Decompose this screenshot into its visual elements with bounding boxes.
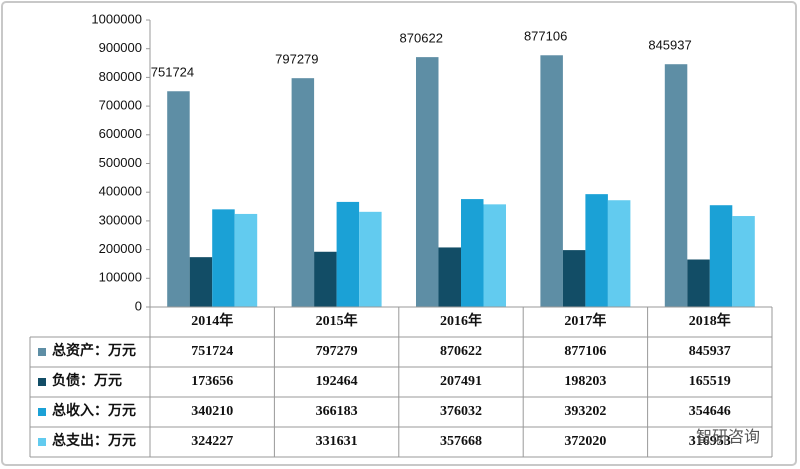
bar (483, 204, 506, 307)
table-value: 173656 (191, 374, 233, 389)
y-tick-label: 800000 (99, 69, 142, 84)
table-value: 165519 (689, 374, 731, 389)
table-value: 870622 (440, 344, 482, 359)
table-value: 324227 (191, 434, 233, 449)
table-value: 357668 (440, 434, 482, 449)
bar (291, 78, 315, 307)
bar (438, 247, 461, 307)
table-value: 198203 (564, 374, 606, 389)
y-tick-label: 200000 (99, 241, 142, 256)
table-value: 366183 (316, 404, 358, 419)
value-label: 877106 (524, 29, 567, 44)
y-tick-label: 400000 (99, 184, 142, 199)
bar (416, 57, 439, 307)
bar (540, 55, 563, 308)
value-label: 797279 (275, 52, 318, 67)
legend-swatch (38, 408, 46, 416)
legend-swatch (38, 348, 46, 356)
legend-label: 总资产：万元 (52, 342, 136, 359)
y-tick-label: 500000 (99, 155, 142, 170)
x-tick-label: 2018年 (689, 312, 731, 329)
table-value: 393202 (564, 404, 606, 419)
y-tick-label: 700000 (99, 98, 142, 113)
y-tick-label: 600000 (99, 126, 142, 141)
bar (212, 209, 235, 307)
y-tick-label: 300000 (99, 212, 142, 227)
y-tick-label: 0 (135, 298, 142, 313)
bar (461, 199, 484, 307)
bar (562, 250, 586, 307)
bar (607, 200, 631, 307)
value-label: 845937 (648, 38, 691, 53)
bar (664, 64, 688, 307)
bar (732, 216, 755, 307)
table-value: 354646 (689, 404, 731, 419)
y-tick-label: 100000 (99, 270, 142, 285)
x-tick-label: 2016年 (440, 312, 482, 329)
table-value: 372020 (564, 434, 606, 449)
bar (687, 259, 710, 307)
legend-swatch (38, 378, 46, 386)
bar (585, 194, 608, 307)
table-value: 340210 (191, 404, 233, 419)
value-label: 870622 (400, 31, 443, 46)
bar (314, 251, 337, 307)
legend-label: 总支出：万元 (52, 432, 136, 449)
bar (336, 201, 360, 307)
y-tick-label: 1000000 (91, 11, 142, 26)
value-label: 751724 (151, 65, 194, 80)
watermark: 智研咨询 (696, 428, 760, 446)
table-value: 845937 (689, 344, 731, 359)
bar (189, 257, 213, 307)
table-value: 207491 (440, 374, 482, 389)
x-tick-label: 2017年 (564, 312, 606, 329)
legend-label: 负债：万元 (52, 372, 122, 389)
legend-swatch (38, 438, 46, 446)
table-value: 331631 (316, 434, 358, 449)
table-value: 751724 (191, 344, 233, 359)
x-tick-label: 2014年 (191, 312, 233, 329)
bar (359, 211, 382, 307)
legend-label: 总收入：万元 (52, 402, 136, 419)
y-tick-label: 900000 (99, 40, 142, 55)
bar (709, 205, 733, 307)
bar (234, 213, 258, 307)
table-value: 877106 (564, 344, 606, 359)
table-value: 192464 (316, 374, 358, 389)
bar (167, 91, 190, 307)
table-value: 376032 (440, 404, 482, 419)
table-value: 797279 (316, 344, 358, 359)
x-tick-label: 2015年 (316, 312, 358, 329)
table-value: 316953 (689, 434, 731, 449)
